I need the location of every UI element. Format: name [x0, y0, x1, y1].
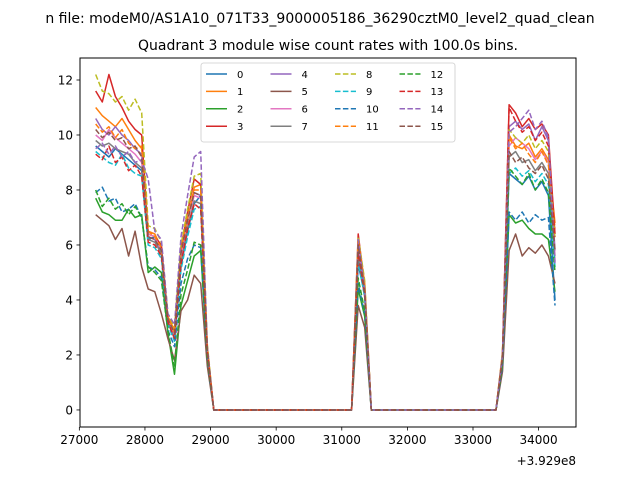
x-tick-label: 32000 [388, 433, 426, 447]
legend-label-9: 9 [366, 87, 372, 98]
legend-box [200, 62, 456, 143]
legend-label-12: 12 [431, 70, 444, 81]
legend-label-7: 7 [302, 122, 308, 133]
legend-label-2: 2 [237, 105, 243, 116]
legend-label-11: 11 [366, 122, 379, 133]
legend-label-1: 1 [237, 87, 243, 98]
x-axis-offset-label: +3.929e8 [517, 454, 576, 468]
legend-label-10: 10 [366, 105, 379, 116]
legend-label-5: 5 [302, 87, 308, 98]
x-tick-label: 31000 [323, 433, 361, 447]
plot-lines [95, 73, 556, 411]
y-tick-label: 2 [65, 348, 73, 362]
legend-label-13: 13 [431, 87, 444, 98]
legend-label-6: 6 [302, 105, 308, 116]
x-tick-label: 34000 [520, 433, 558, 447]
y-tick-label: 8 [65, 183, 73, 197]
y-axis: 0 2 4 6 8 10 12 [58, 73, 80, 417]
series-line-13 [95, 106, 556, 411]
series-line-15 [95, 129, 556, 411]
legend-label-8: 8 [366, 70, 372, 81]
legend-label-0: 0 [237, 70, 243, 81]
y-tick-label: 12 [58, 73, 73, 87]
legend-label-14: 14 [431, 105, 444, 116]
x-axis: 27000 28000 29000 30000 31000 32000 33000 34000 [60, 427, 558, 447]
x-tick-label: 29000 [191, 433, 229, 447]
series-line-12 [95, 167, 556, 411]
chart-title: Quadrant 3 module wise count rates with … [138, 38, 518, 54]
x-tick-label: 27000 [60, 433, 98, 447]
legend-label-4: 4 [302, 70, 308, 81]
axes-frame [79, 57, 577, 428]
series-line-1 [95, 107, 556, 411]
y-tick-label: 6 [65, 238, 73, 252]
series-line-14 [95, 109, 556, 411]
y-tick-label: 4 [65, 293, 73, 307]
x-tick-label: 30000 [257, 433, 295, 447]
x-tick-label: 33000 [454, 433, 492, 447]
y-tick-label: 10 [58, 128, 73, 142]
series-line-5 [95, 214, 556, 411]
figure-suptitle: n file: modeM0/AS1A10_071T33_9000005186_… [45, 11, 594, 27]
legend-label-15: 15 [431, 122, 444, 133]
series-line-9 [95, 150, 556, 411]
y-tick-label: 0 [65, 403, 73, 417]
series-line-4 [95, 118, 556, 411]
x-tick-label: 28000 [126, 433, 164, 447]
series-line-11 [95, 123, 556, 411]
legend-label-3: 3 [237, 122, 243, 133]
